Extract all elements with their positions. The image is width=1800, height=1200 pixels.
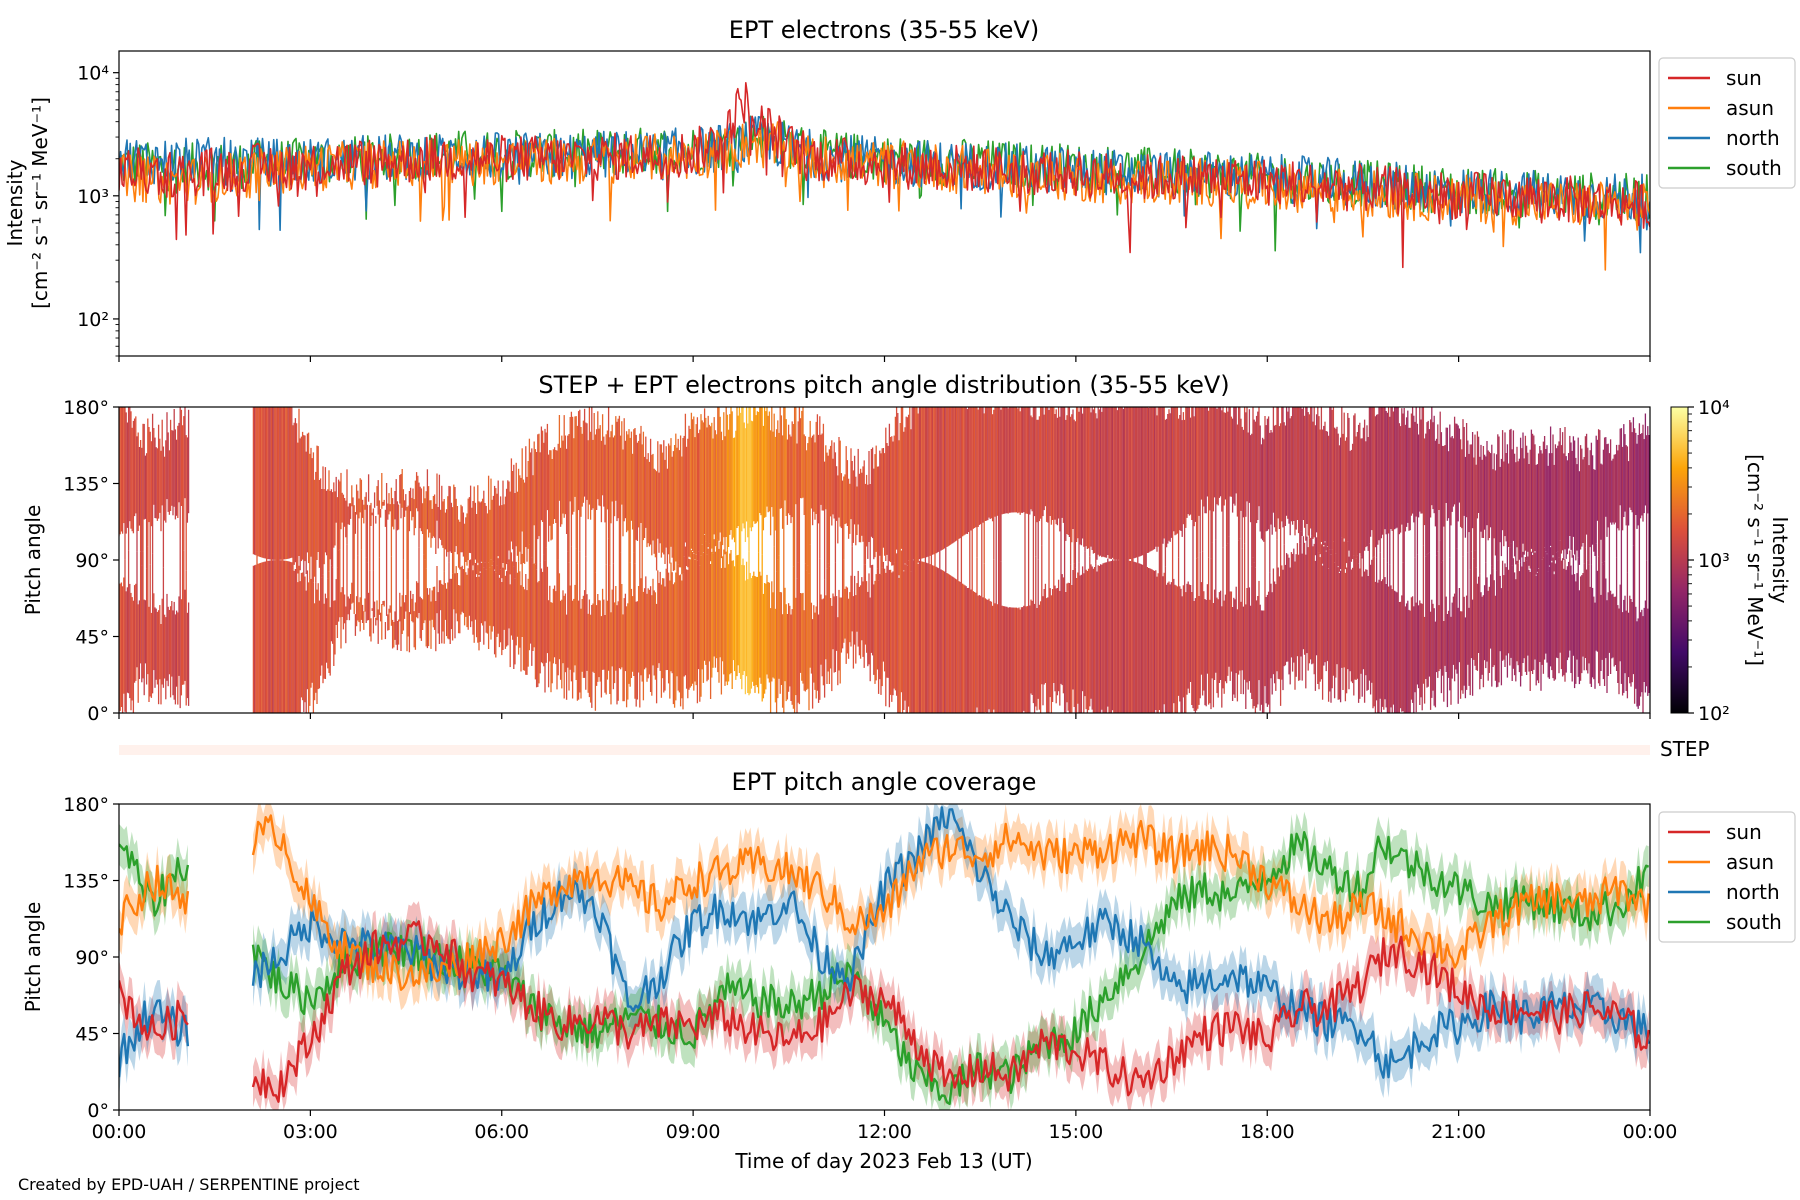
panel-intensity: EPT electrons (35-55 keV) 10² 10³ 10⁴ Inte… [3,16,1796,362]
pa-ytick-label: 0° [87,1100,109,1122]
colorbar-tick-label: 10³ [1698,550,1730,572]
colorbar: 10² 10³ 10⁴ Intensity [cm⁻² s⁻¹ sr⁻¹ MeV⁻¹… [1670,397,1792,725]
band-north [253,804,1649,1098]
xtick-label: 03:00 [283,1121,338,1143]
panel2-heatmap [119,407,1650,713]
panel1-ytick-label: 10² [77,309,109,331]
panel3-xticks: 00:00 03:00 06:00 09:00 12:00 15:00 18:00 21:00… [92,1110,1678,1143]
legend-label-asun: asun [1726,96,1774,120]
legend-label-south: south [1726,910,1782,934]
panel2-yticks: 0° 45° 90° 135° 180° [63,397,119,725]
panel3-xlabel: Time of day 2023 Feb 13 (UT) [734,1149,1032,1173]
xtick-label: 15:00 [1048,1121,1103,1143]
panel3-legend: sun asun north south [1658,811,1796,943]
legend-label-sun: sun [1726,66,1762,90]
panel2-xticks [118,713,1651,719]
panel3-ylabel: Pitch angle [21,902,45,1013]
panel-coverage: EPT pitch angle coverage 0° 45° 90° 135° 180… [21,768,1796,1173]
step-label: STEP [1660,737,1710,761]
colorbar-label: Intensity [1768,516,1792,603]
colorbar-tick-label: 10² [1698,703,1730,725]
series-north-coverage [251,806,1650,1079]
series-south-coverage [119,843,190,917]
band-asun [253,804,1649,1011]
panel3-series-group [119,804,1650,1110]
pa-ytick-label: 90° [75,550,109,572]
pa-ytick-label: 45° [75,1024,109,1046]
xtick-label: 00:00 [1623,1121,1678,1143]
legend-label-asun: asun [1726,850,1774,874]
legend-label-north: north [1726,880,1780,904]
band-south [119,823,188,936]
colorbar-tick-label: 10⁴ [1698,397,1730,419]
panel-pad: STEP + EPT electrons pitch angle distrib… [21,371,1792,725]
colorbar-ticks: 10² 10³ 10⁴ [1688,397,1730,725]
panel3-title: EPT pitch angle coverage [732,768,1037,796]
band-south [253,811,1649,1110]
pa-ytick-label: 135° [63,871,109,893]
pa-ytick-label: 0° [87,703,109,725]
panel1-xticks [118,356,1651,362]
panel2-ylabel: Pitch angle [21,505,45,616]
panel1-yticks: 10² 10³ 10⁴ [77,63,119,357]
legend-label-south: south [1726,156,1782,180]
series-south-coverage [251,831,1650,1106]
series-asun-coverage [251,814,1650,991]
panel3-yticks: 0° 45° 90° 135° 180° [63,794,119,1122]
panel1-series-group [119,82,1650,271]
credit-text: Created by EPD-UAH / SERPENTINE project [18,1175,360,1194]
step-band [119,745,1650,755]
panel1-legend: sun asun north south [1658,57,1796,189]
xtick-label: 06:00 [474,1121,529,1143]
pa-ytick-label: 180° [63,794,109,816]
pa-ytick-label: 135° [63,474,109,496]
band-north [119,980,188,1098]
series-sun-coverage [251,920,1650,1103]
pa-ytick-label: 180° [63,397,109,419]
xtick-label: 09:00 [666,1121,721,1143]
legend-label-north: north [1726,126,1780,150]
panel1-ylabel-line1: Intensity [3,159,27,246]
colorbar-sublabel: [cm⁻² s⁻¹ sr⁻¹ MeV⁻¹] [1743,454,1767,666]
colorbar-scale [1670,406,1689,714]
panel1-ytick-label: 10³ [77,186,109,208]
xtick-label: 00:00 [92,1121,147,1143]
panel1-ylabel-line2: [cm⁻² s⁻¹ sr⁻¹ MeV⁻¹] [28,97,52,309]
series-asun-coverage [119,864,190,936]
xtick-label: 21:00 [1431,1121,1486,1143]
panel2-title: STEP + EPT electrons pitch angle distrib… [538,371,1229,399]
pa-ytick-label: 90° [75,947,109,969]
series-sun-intensity [119,82,1650,269]
pa-ytick-label: 45° [75,627,109,649]
legend-label-sun: sun [1726,820,1762,844]
series-sun-coverage [119,980,189,1041]
panel1-ytick-label: 10⁴ [77,63,109,85]
xtick-label: 18:00 [1240,1121,1295,1143]
xtick-label: 12:00 [857,1121,912,1143]
panel1-title: EPT electrons (35-55 keV) [729,16,1039,44]
